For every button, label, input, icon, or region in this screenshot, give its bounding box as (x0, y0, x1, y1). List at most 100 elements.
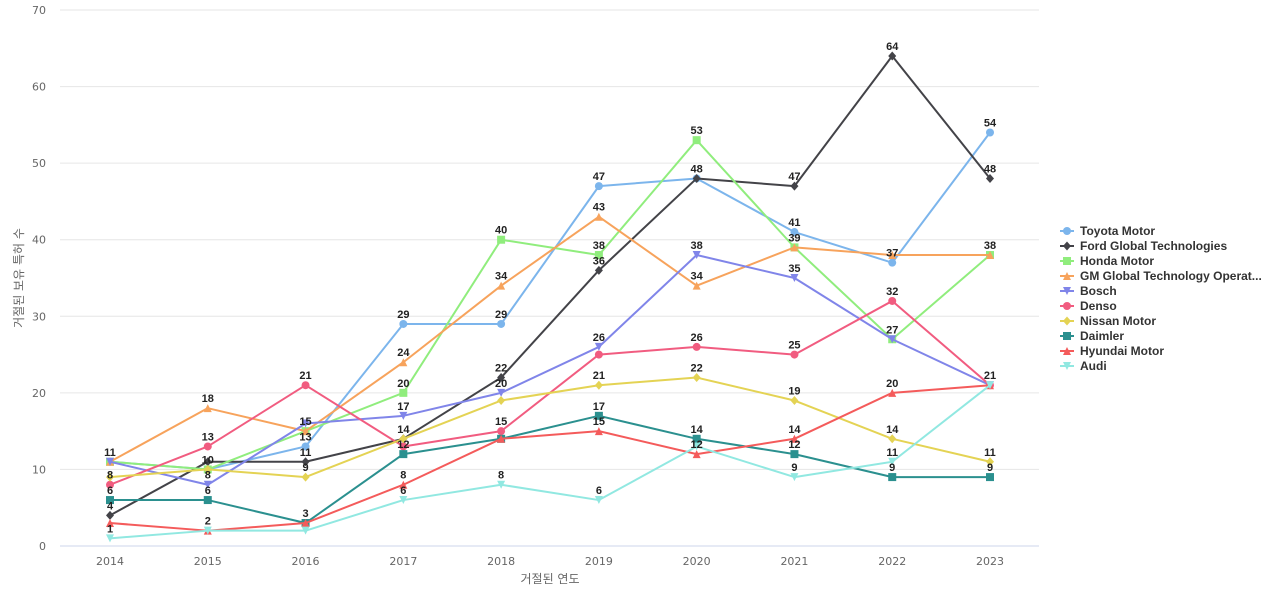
data-point[interactable] (399, 411, 408, 420)
data-point[interactable] (399, 434, 408, 444)
data-point[interactable] (692, 434, 701, 443)
data-point[interactable] (888, 388, 897, 397)
data-point[interactable] (986, 381, 994, 390)
legend-marker[interactable] (1063, 287, 1071, 295)
data-point[interactable] (106, 534, 114, 543)
data-point[interactable] (594, 182, 603, 191)
legend-item[interactable]: Bosch (1060, 284, 1117, 298)
data-point[interactable] (594, 350, 603, 359)
data-point[interactable] (888, 434, 897, 444)
data-point[interactable] (692, 342, 701, 351)
data-point[interactable] (106, 496, 114, 505)
data-point[interactable] (497, 373, 506, 383)
data-point[interactable] (594, 427, 603, 436)
data-point[interactable] (888, 473, 897, 482)
data-point[interactable] (497, 281, 506, 290)
data-point[interactable] (888, 258, 897, 267)
data-point[interactable] (888, 335, 897, 344)
data-point[interactable] (399, 319, 408, 328)
data-point[interactable] (692, 373, 701, 383)
legend-marker[interactable] (1063, 227, 1071, 235)
legend-item[interactable]: Toyota Motor (1060, 224, 1155, 238)
data-point[interactable] (692, 251, 701, 260)
legend-marker[interactable] (1063, 302, 1071, 310)
legend-marker[interactable] (1063, 241, 1071, 251)
data-point[interactable] (986, 173, 994, 183)
legend-marker[interactable] (1063, 257, 1071, 265)
legend-marker[interactable] (1063, 332, 1071, 340)
data-point[interactable] (203, 457, 212, 467)
data-point[interactable] (888, 51, 897, 61)
data-point[interactable] (497, 319, 506, 328)
data-point[interactable] (986, 473, 994, 482)
data-point[interactable] (301, 442, 310, 451)
data-point[interactable] (594, 265, 603, 275)
data-point[interactable] (301, 457, 310, 467)
legend-item[interactable]: Hyundai Motor (1060, 344, 1164, 358)
data-point[interactable] (497, 396, 506, 406)
data-point[interactable] (301, 519, 310, 528)
data-point[interactable] (790, 434, 799, 443)
data-point[interactable] (790, 243, 799, 252)
legend-item[interactable]: GM Global Technology Operat... (1060, 269, 1262, 283)
data-point[interactable] (301, 526, 310, 535)
data-point[interactable] (301, 472, 310, 482)
legend-item[interactable]: Nissan Motor (1060, 314, 1156, 328)
data-point[interactable] (692, 450, 701, 459)
data-point[interactable] (594, 251, 603, 260)
legend-marker[interactable] (1063, 272, 1071, 280)
legend-marker[interactable] (1063, 347, 1071, 355)
legend-item[interactable]: Audi (1060, 359, 1107, 373)
legend-marker[interactable] (1063, 362, 1071, 370)
data-point[interactable] (594, 342, 603, 351)
data-point[interactable] (106, 457, 114, 466)
data-point[interactable] (594, 212, 603, 221)
data-point[interactable] (106, 510, 114, 520)
data-point[interactable] (106, 480, 114, 489)
data-point[interactable] (790, 228, 799, 237)
data-point[interactable] (399, 358, 408, 367)
data-point[interactable] (497, 235, 506, 244)
data-point[interactable] (497, 480, 506, 489)
data-point[interactable] (986, 457, 994, 467)
data-point[interactable] (692, 281, 701, 290)
data-point[interactable] (888, 251, 897, 260)
data-point[interactable] (790, 450, 799, 459)
data-point[interactable] (497, 427, 506, 436)
data-point[interactable] (106, 519, 114, 528)
data-point[interactable] (594, 411, 603, 420)
data-point[interactable] (203, 480, 212, 489)
data-point[interactable] (790, 274, 799, 282)
data-point[interactable] (203, 496, 212, 505)
data-point[interactable] (594, 380, 603, 390)
data-point[interactable] (790, 350, 799, 359)
legend-item[interactable]: Ford Global Technologies (1060, 239, 1227, 253)
data-point[interactable] (790, 181, 799, 191)
data-point[interactable] (888, 457, 897, 466)
data-point[interactable] (986, 251, 994, 260)
data-point[interactable] (203, 526, 212, 535)
data-point[interactable] (790, 396, 799, 406)
legend-marker[interactable] (1063, 316, 1071, 326)
legend-item[interactable]: Denso (1060, 299, 1117, 313)
data-point[interactable] (301, 381, 310, 390)
data-point[interactable] (888, 296, 897, 305)
legend-item[interactable]: Honda Motor (1060, 254, 1154, 268)
data-point[interactable] (106, 472, 114, 482)
data-point[interactable] (399, 496, 408, 505)
data-point[interactable] (203, 464, 212, 474)
data-point[interactable] (203, 404, 212, 413)
data-point[interactable] (692, 136, 701, 145)
data-point[interactable] (497, 388, 506, 397)
data-point[interactable] (790, 473, 799, 482)
data-point[interactable] (399, 480, 408, 489)
data-point[interactable] (692, 442, 701, 451)
data-point[interactable] (594, 496, 603, 505)
data-point[interactable] (399, 450, 408, 459)
legend-item[interactable]: Daimler (1060, 329, 1124, 343)
data-point[interactable] (301, 427, 310, 436)
data-point[interactable] (301, 419, 310, 428)
data-point[interactable] (497, 434, 506, 443)
data-point[interactable] (986, 128, 994, 137)
